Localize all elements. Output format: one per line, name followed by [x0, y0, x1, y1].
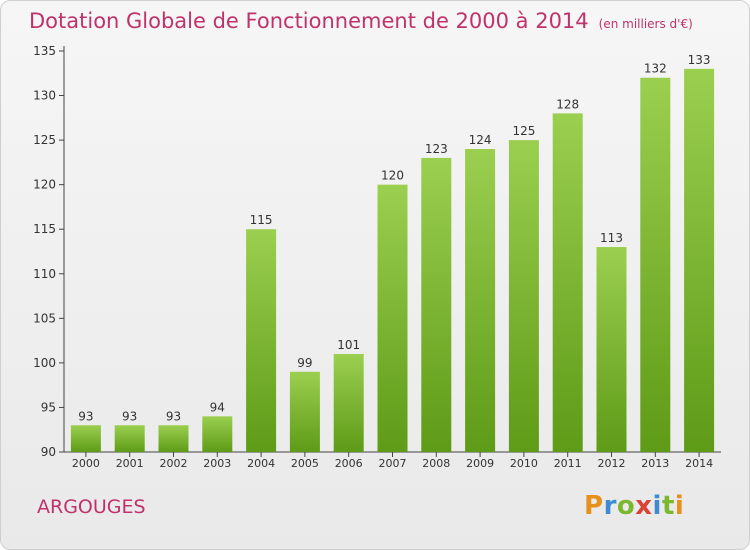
y-tick-label: 100 — [33, 356, 56, 370]
x-tick-label: 2010 — [510, 457, 538, 470]
y-tick-label: 125 — [33, 133, 56, 147]
bar — [421, 157, 452, 452]
bar — [640, 77, 671, 452]
x-tick-label: 2003 — [203, 457, 231, 470]
logo-letter: P — [584, 491, 604, 521]
data-label: 93 — [78, 409, 93, 423]
x-tick-label: 2007 — [379, 457, 407, 470]
bar — [508, 140, 539, 452]
logo-letter: x — [635, 491, 653, 521]
x-tick-label: 2009 — [466, 457, 494, 470]
x-tick-label: 2001 — [116, 457, 144, 470]
x-tick-label: 2011 — [554, 457, 582, 470]
bar — [596, 247, 627, 452]
x-tick-label: 2014 — [685, 457, 713, 470]
x-tick-label: 2013 — [641, 457, 669, 470]
data-label: 120 — [381, 169, 404, 183]
x-tick-label: 2000 — [72, 457, 100, 470]
logo-letter: r — [603, 491, 617, 521]
bar — [158, 425, 189, 452]
bar — [70, 425, 101, 452]
x-tick-label: 2004 — [247, 457, 275, 470]
y-tick-label: 105 — [33, 311, 56, 325]
data-label: 123 — [425, 142, 448, 156]
logo-letter: i — [652, 491, 662, 521]
chart-title-text: Dotation Globale de Fonctionnement de 20… — [29, 9, 589, 33]
x-tick-label: 2006 — [335, 457, 363, 470]
data-label: 115 — [250, 213, 273, 227]
data-label: 133 — [688, 53, 711, 67]
y-tick-label: 115 — [33, 222, 56, 236]
y-tick-label: 120 — [33, 178, 56, 192]
chart-unit: (en milliers d'€) — [598, 17, 693, 31]
data-label: 93 — [122, 409, 137, 423]
data-label: 99 — [297, 356, 312, 370]
bar — [114, 425, 145, 452]
bar — [333, 353, 364, 452]
bar — [684, 68, 715, 453]
proxiti-logo: Proxiti — [584, 491, 684, 521]
commune-name: ARGOUGES — [37, 496, 146, 518]
logo-letter: o — [616, 491, 636, 521]
y-tick-label: 135 — [33, 44, 56, 58]
y-tick-label: 130 — [33, 89, 56, 103]
x-tick-label: 2012 — [598, 457, 626, 470]
data-label: 132 — [644, 62, 667, 76]
bar — [465, 149, 496, 452]
data-label: 125 — [512, 124, 535, 138]
data-label: 101 — [337, 338, 360, 352]
x-tick-label: 2002 — [160, 457, 188, 470]
data-label: 94 — [210, 400, 225, 414]
logo-letter: i — [674, 491, 685, 521]
bar — [552, 113, 583, 452]
y-tick-label: 90 — [41, 445, 56, 459]
data-label: 124 — [469, 133, 492, 147]
bar — [202, 416, 233, 452]
data-label: 128 — [556, 97, 579, 111]
data-label: 93 — [166, 409, 181, 423]
y-tick-label: 110 — [33, 267, 56, 281]
bar — [289, 371, 320, 452]
bar — [377, 184, 408, 452]
x-tick-label: 2005 — [291, 457, 319, 470]
logo-letter: t — [661, 491, 675, 521]
chart-title: Dotation Globale de Fonctionnement de 20… — [29, 9, 693, 33]
y-tick-label: 95 — [41, 400, 56, 414]
x-tick-label: 2008 — [422, 457, 450, 470]
bar — [246, 229, 277, 452]
data-label: 113 — [600, 231, 623, 245]
